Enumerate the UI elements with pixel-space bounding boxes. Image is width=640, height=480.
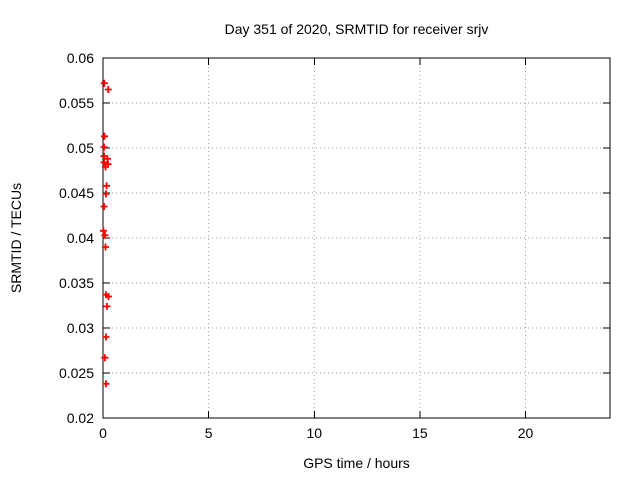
- data-point: [100, 143, 108, 151]
- x-axis-label: GPS time / hours: [303, 455, 410, 471]
- data-point: [99, 227, 107, 235]
- y-tick-label: 0.055: [59, 95, 94, 111]
- x-tick-label: 0: [99, 425, 107, 441]
- tick-label-layer: 0 5 10 15 20 0.02 0.025 0.03 0.035 0.04 0.045 0.05 0…: [59, 50, 534, 441]
- y-tick-label: 0.035: [59, 275, 94, 291]
- y-tick-label: 0.04: [67, 230, 94, 246]
- y-tick-label: 0.06: [67, 50, 94, 66]
- x-tick-label: 10: [306, 425, 322, 441]
- y-tick-label: 0.03: [67, 320, 94, 336]
- y-tick-label: 0.02: [67, 410, 94, 426]
- data-point: [102, 190, 110, 198]
- x-tick-label: 15: [412, 425, 428, 441]
- y-tick-label: 0.025: [59, 365, 94, 381]
- x-tick-label: 20: [518, 425, 534, 441]
- data-point: [100, 79, 108, 87]
- chart-title: Day 351 of 2020, SRMTID for receiver srj…: [224, 21, 489, 37]
- plot-border: [102, 57, 611, 419]
- data-point: [101, 354, 109, 362]
- data-point: [103, 182, 111, 190]
- grid-layer: [104, 59, 609, 417]
- data-point: [100, 203, 108, 210]
- data-point: [102, 163, 110, 171]
- y-tick-label: 0.045: [59, 185, 94, 201]
- data-point: [100, 158, 108, 166]
- data-point: [102, 243, 110, 251]
- data-point: [100, 132, 108, 140]
- data-point: [104, 293, 112, 300]
- x-tick-label: 5: [205, 425, 213, 441]
- data-point: [104, 86, 112, 93]
- data-point: [102, 380, 110, 388]
- data-point: [103, 302, 111, 310]
- y-tick-label: 0.05: [67, 140, 94, 156]
- data-point: [101, 231, 109, 239]
- points-layer: [99, 79, 112, 388]
- data-point: [102, 333, 110, 341]
